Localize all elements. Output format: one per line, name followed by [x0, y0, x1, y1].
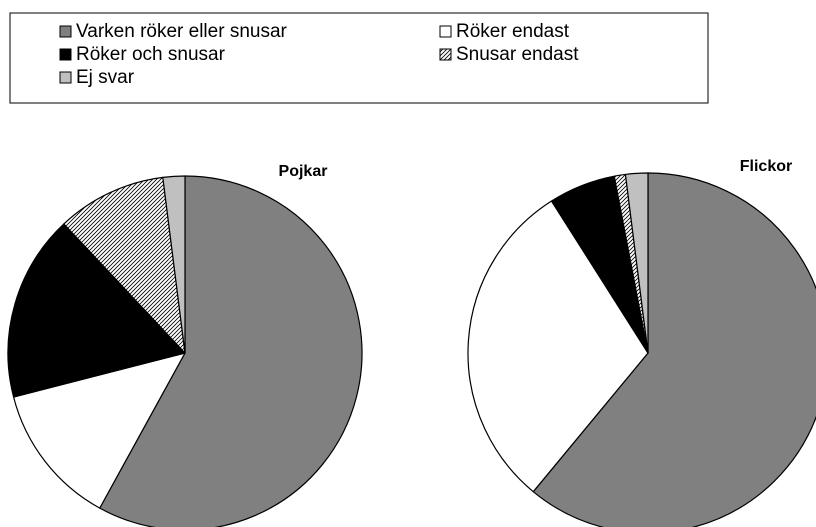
legend-box [9, 12, 709, 104]
chart-title: Pojkar [279, 163, 328, 180]
legend-label: Röker och snusar [76, 44, 226, 65]
pie-slice [532, 172, 816, 527]
legend-label: Röker endast [456, 21, 570, 42]
pie-slice [63, 176, 186, 354]
pie-slice [7, 223, 186, 398]
legend-swatch [59, 48, 72, 61]
pie-slice [624, 172, 649, 354]
chart-title: Flickor [740, 158, 792, 175]
pie-slice [467, 200, 649, 493]
legend-swatch [439, 25, 452, 38]
legend-swatch [59, 71, 72, 84]
pie-slice [12, 352, 186, 509]
pie-slice [99, 175, 363, 527]
legend-swatch [439, 48, 452, 61]
legend-label: Ej svar [76, 67, 135, 88]
legend-label: Snusar endast [456, 44, 579, 65]
legend-swatch [59, 25, 72, 38]
legend-label: Varken röker eller snusar [76, 21, 288, 42]
pie-slice [162, 175, 186, 354]
